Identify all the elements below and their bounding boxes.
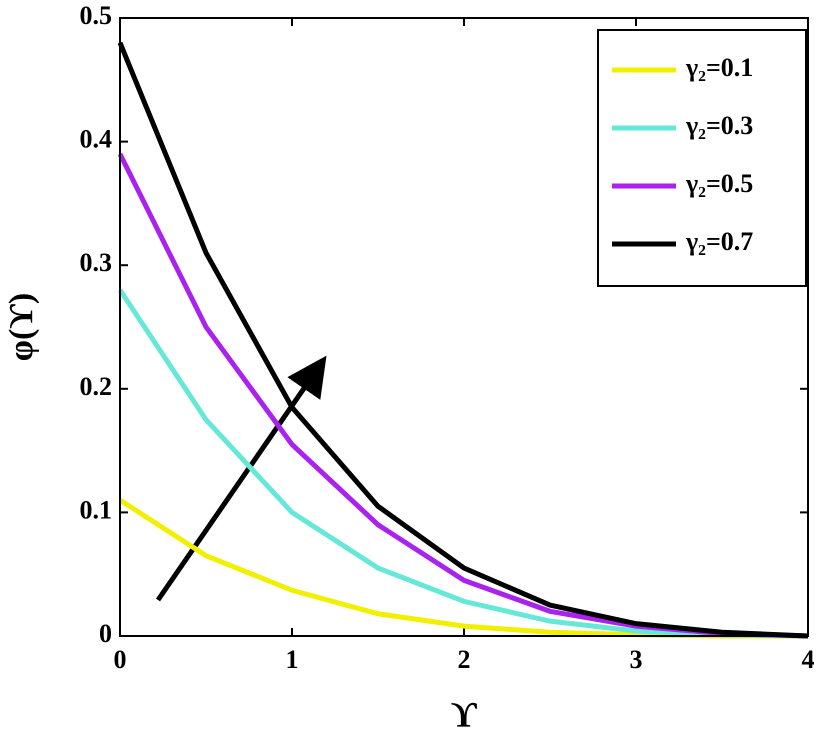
series-line [117, 41, 809, 639]
legend-label: γ₂=0.7 [685, 227, 753, 256]
y-tick-label: 0.2 [80, 372, 113, 401]
x-tick-label: 0 [114, 645, 127, 674]
legend-label: γ₂=0.3 [685, 111, 753, 140]
y-tick-label: 0.5 [80, 1, 113, 30]
series-line [117, 288, 809, 639]
y-tick-label: 0.3 [80, 248, 113, 277]
trend-arrow [155, 355, 327, 602]
x-tick-label: 2 [458, 645, 471, 674]
x-tick-label: 3 [630, 645, 643, 674]
plot-frame [119, 17, 809, 637]
y-tick-label: 0.1 [80, 495, 113, 524]
x-tick-label: 1 [286, 645, 299, 674]
legend-label: γ₂=0.1 [685, 53, 753, 82]
y-axis-label: φ(ϒ) [3, 293, 40, 361]
y-tick-label: 0 [99, 619, 112, 648]
legend-label: γ₂=0.5 [685, 169, 753, 198]
x-tick-label: 4 [802, 645, 815, 674]
x-axis-label: ϒ [451, 694, 477, 732]
y-tick-label: 0.4 [80, 125, 113, 154]
